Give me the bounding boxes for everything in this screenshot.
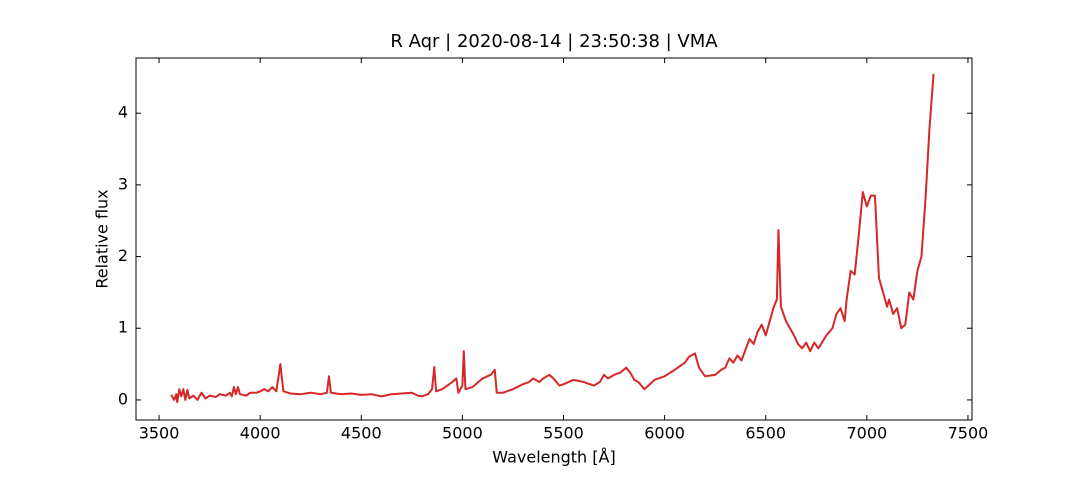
- spectrum-line: [170, 73, 935, 404]
- x-tick-label: 4500: [341, 424, 382, 443]
- y-tick-label: 1: [118, 318, 128, 337]
- y-axis-label: Relative flux: [93, 189, 112, 288]
- x-tick-label: 5500: [543, 424, 584, 443]
- y-tick-label: 4: [118, 103, 128, 122]
- x-tick-label: 6000: [644, 424, 685, 443]
- x-tick-label: 5000: [442, 424, 483, 443]
- y-tick-label: 2: [118, 246, 128, 265]
- chart-title: R Aqr | 2020-08-14 | 23:50:38 | VMA: [390, 31, 718, 52]
- x-tick-label: 7000: [846, 424, 887, 443]
- x-tick-label: 3500: [139, 424, 180, 443]
- y-tick-label: 3: [118, 174, 128, 193]
- x-tick-label: 7500: [948, 424, 989, 443]
- x-axis-label: Wavelength [Å]: [492, 448, 615, 467]
- plot-frame: [135, 57, 973, 421]
- x-tick-label: 6500: [745, 424, 786, 443]
- y-tick-label: 0: [118, 389, 128, 408]
- x-tick-label: 4000: [240, 424, 281, 443]
